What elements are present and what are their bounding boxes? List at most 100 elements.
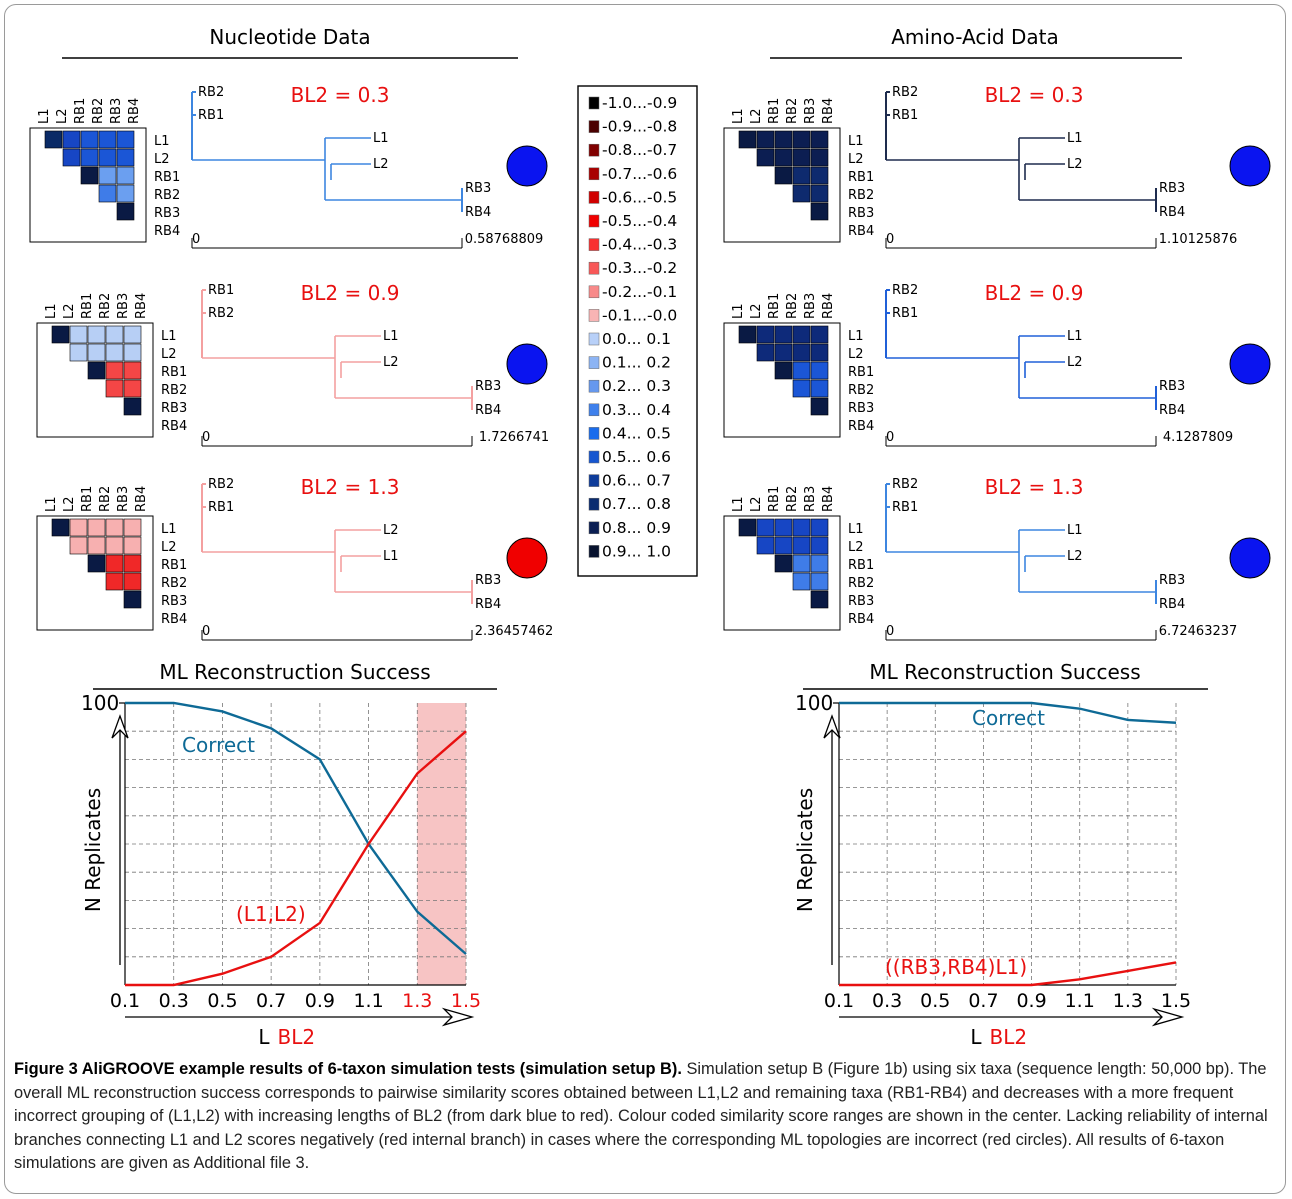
matrix-cell <box>105 572 124 591</box>
matrix-cell <box>810 572 829 591</box>
tree-tip-label: L1 <box>1067 523 1083 538</box>
matrix-cell <box>98 148 117 167</box>
matrix-cell <box>116 130 135 149</box>
matrix-row-label: L2 <box>848 347 864 362</box>
matrix-cell <box>774 130 793 149</box>
matrix-cell <box>738 130 757 149</box>
x-tick-label: 0.9 <box>305 990 335 1012</box>
legend-label: 0.2... 0.3 <box>602 377 671 395</box>
matrix-cell <box>756 325 775 344</box>
tree-tip-label: L2 <box>1067 355 1083 370</box>
x-tick-label: 1.5 <box>1161 990 1191 1012</box>
matrix-cell <box>810 590 829 609</box>
matrix-cell <box>62 130 81 149</box>
matrix-cell <box>774 518 793 537</box>
result-circle <box>506 343 548 385</box>
matrix-cell <box>774 148 793 167</box>
matrix-cell <box>87 518 106 537</box>
matrix-cell <box>105 518 124 537</box>
series-line <box>839 701 1177 724</box>
matrix-cell <box>792 554 811 573</box>
legend-swatch <box>588 474 600 487</box>
tree-tip-label: RB2 <box>198 85 224 100</box>
x-tick-label: 0.1 <box>824 990 854 1012</box>
y-arrow-head <box>111 714 129 739</box>
matrix-frame <box>723 322 841 438</box>
matrix-cell <box>116 202 135 221</box>
legend-label: 0.3... 0.4 <box>602 401 671 419</box>
matrix-row-label: L1 <box>154 134 170 149</box>
tree-tip-label: RB2 <box>208 477 234 492</box>
matrix-cell <box>105 536 124 555</box>
x-arrow-head <box>1151 1007 1185 1027</box>
matrix-col-label: RB1 <box>767 98 782 124</box>
legend-label: -0.5...-0.4 <box>602 212 677 230</box>
legend-label: -0.6...-0.5 <box>602 188 677 206</box>
figure-caption: Figure 3 AliGROOVE example results of 6-… <box>14 1058 1280 1176</box>
matrix-row-label: L2 <box>161 347 177 362</box>
legend-label: 0.9... 1.0 <box>602 542 671 560</box>
tree-tip-label: L1 <box>383 549 399 564</box>
result-circle <box>506 537 548 579</box>
tree-scale-max: 1.7266741 <box>479 430 549 445</box>
matrix-col-label: L1 <box>37 108 52 124</box>
nucleotide-header: Nucleotide Data <box>209 25 370 49</box>
matrix-cell <box>69 536 88 555</box>
legend-label: 0.8... 0.9 <box>602 519 671 537</box>
matrix-row-label: L2 <box>161 540 177 555</box>
result-circle <box>1229 343 1271 385</box>
tree-tip-label: RB1 <box>892 500 918 515</box>
legend-label: -0.4...-0.3 <box>602 236 677 254</box>
matrix-cell <box>774 536 793 555</box>
legend-swatch <box>588 214 600 228</box>
tree-tip-label: L2 <box>383 355 399 370</box>
x-tick-label: 1.3 <box>1113 990 1143 1012</box>
matrix-cell <box>756 536 775 555</box>
y-tick-label: 100 <box>795 691 833 715</box>
tree-tip-label: RB2 <box>892 85 918 100</box>
matrix-cell <box>810 130 829 149</box>
matrix-frame <box>29 127 147 243</box>
tree-tip-label: RB4 <box>475 403 501 418</box>
matrix-cell <box>80 130 99 149</box>
matrix-cell <box>774 325 793 344</box>
matrix-col-label: RB1 <box>80 486 95 512</box>
matrix-cell <box>123 361 142 380</box>
tree-tip-label: RB4 <box>465 205 491 220</box>
matrix-row-label: RB3 <box>154 206 180 221</box>
tree-scale-min: 0 <box>202 624 210 639</box>
matrix-cell <box>810 325 829 344</box>
bl2-label: BL2 = 1.3 <box>301 475 400 499</box>
legend-swatch <box>588 191 600 204</box>
matrix-col-label: L2 <box>749 303 764 319</box>
matrix-cell <box>123 590 142 609</box>
tree-tip-label: L1 <box>383 329 399 344</box>
matrix-col-label: RB4 <box>821 293 836 319</box>
matrix-col-label: RB3 <box>116 486 131 512</box>
matrix-cell <box>123 397 142 416</box>
legend-label: -0.8...-0.7 <box>602 141 677 159</box>
legend-swatch <box>588 285 600 299</box>
matrix-cell <box>62 148 81 167</box>
matrix-col-label: L2 <box>62 496 77 512</box>
series-label-incorrect: ((RB3,RB4)L1) <box>885 955 1027 979</box>
tree-scale-min: 0 <box>202 430 210 445</box>
tree-tip-label: RB3 <box>1159 181 1185 196</box>
legend-label: 0.6... 0.7 <box>602 472 671 490</box>
tree-scale-max: 0.58768809 <box>465 232 544 247</box>
bl2-label: BL2 = 0.3 <box>985 83 1084 107</box>
tree-tip-label: RB4 <box>1159 205 1185 220</box>
matrix-cell <box>774 554 793 573</box>
legend-swatch <box>588 332 600 346</box>
x-tick-label: 0.3 <box>872 990 902 1012</box>
matrix-cell <box>738 518 757 537</box>
bl2-label: BL2 = 0.9 <box>301 281 400 305</box>
matrix-row-label: RB4 <box>154 224 180 239</box>
x-axis-label: BL2 <box>990 1025 1028 1049</box>
legend-swatch <box>588 261 600 275</box>
matrix-col-label: RB1 <box>73 98 88 124</box>
matrix-row-label: L1 <box>161 329 177 344</box>
matrix-cell <box>87 343 106 362</box>
matrix-row-label: RB1 <box>161 365 187 380</box>
